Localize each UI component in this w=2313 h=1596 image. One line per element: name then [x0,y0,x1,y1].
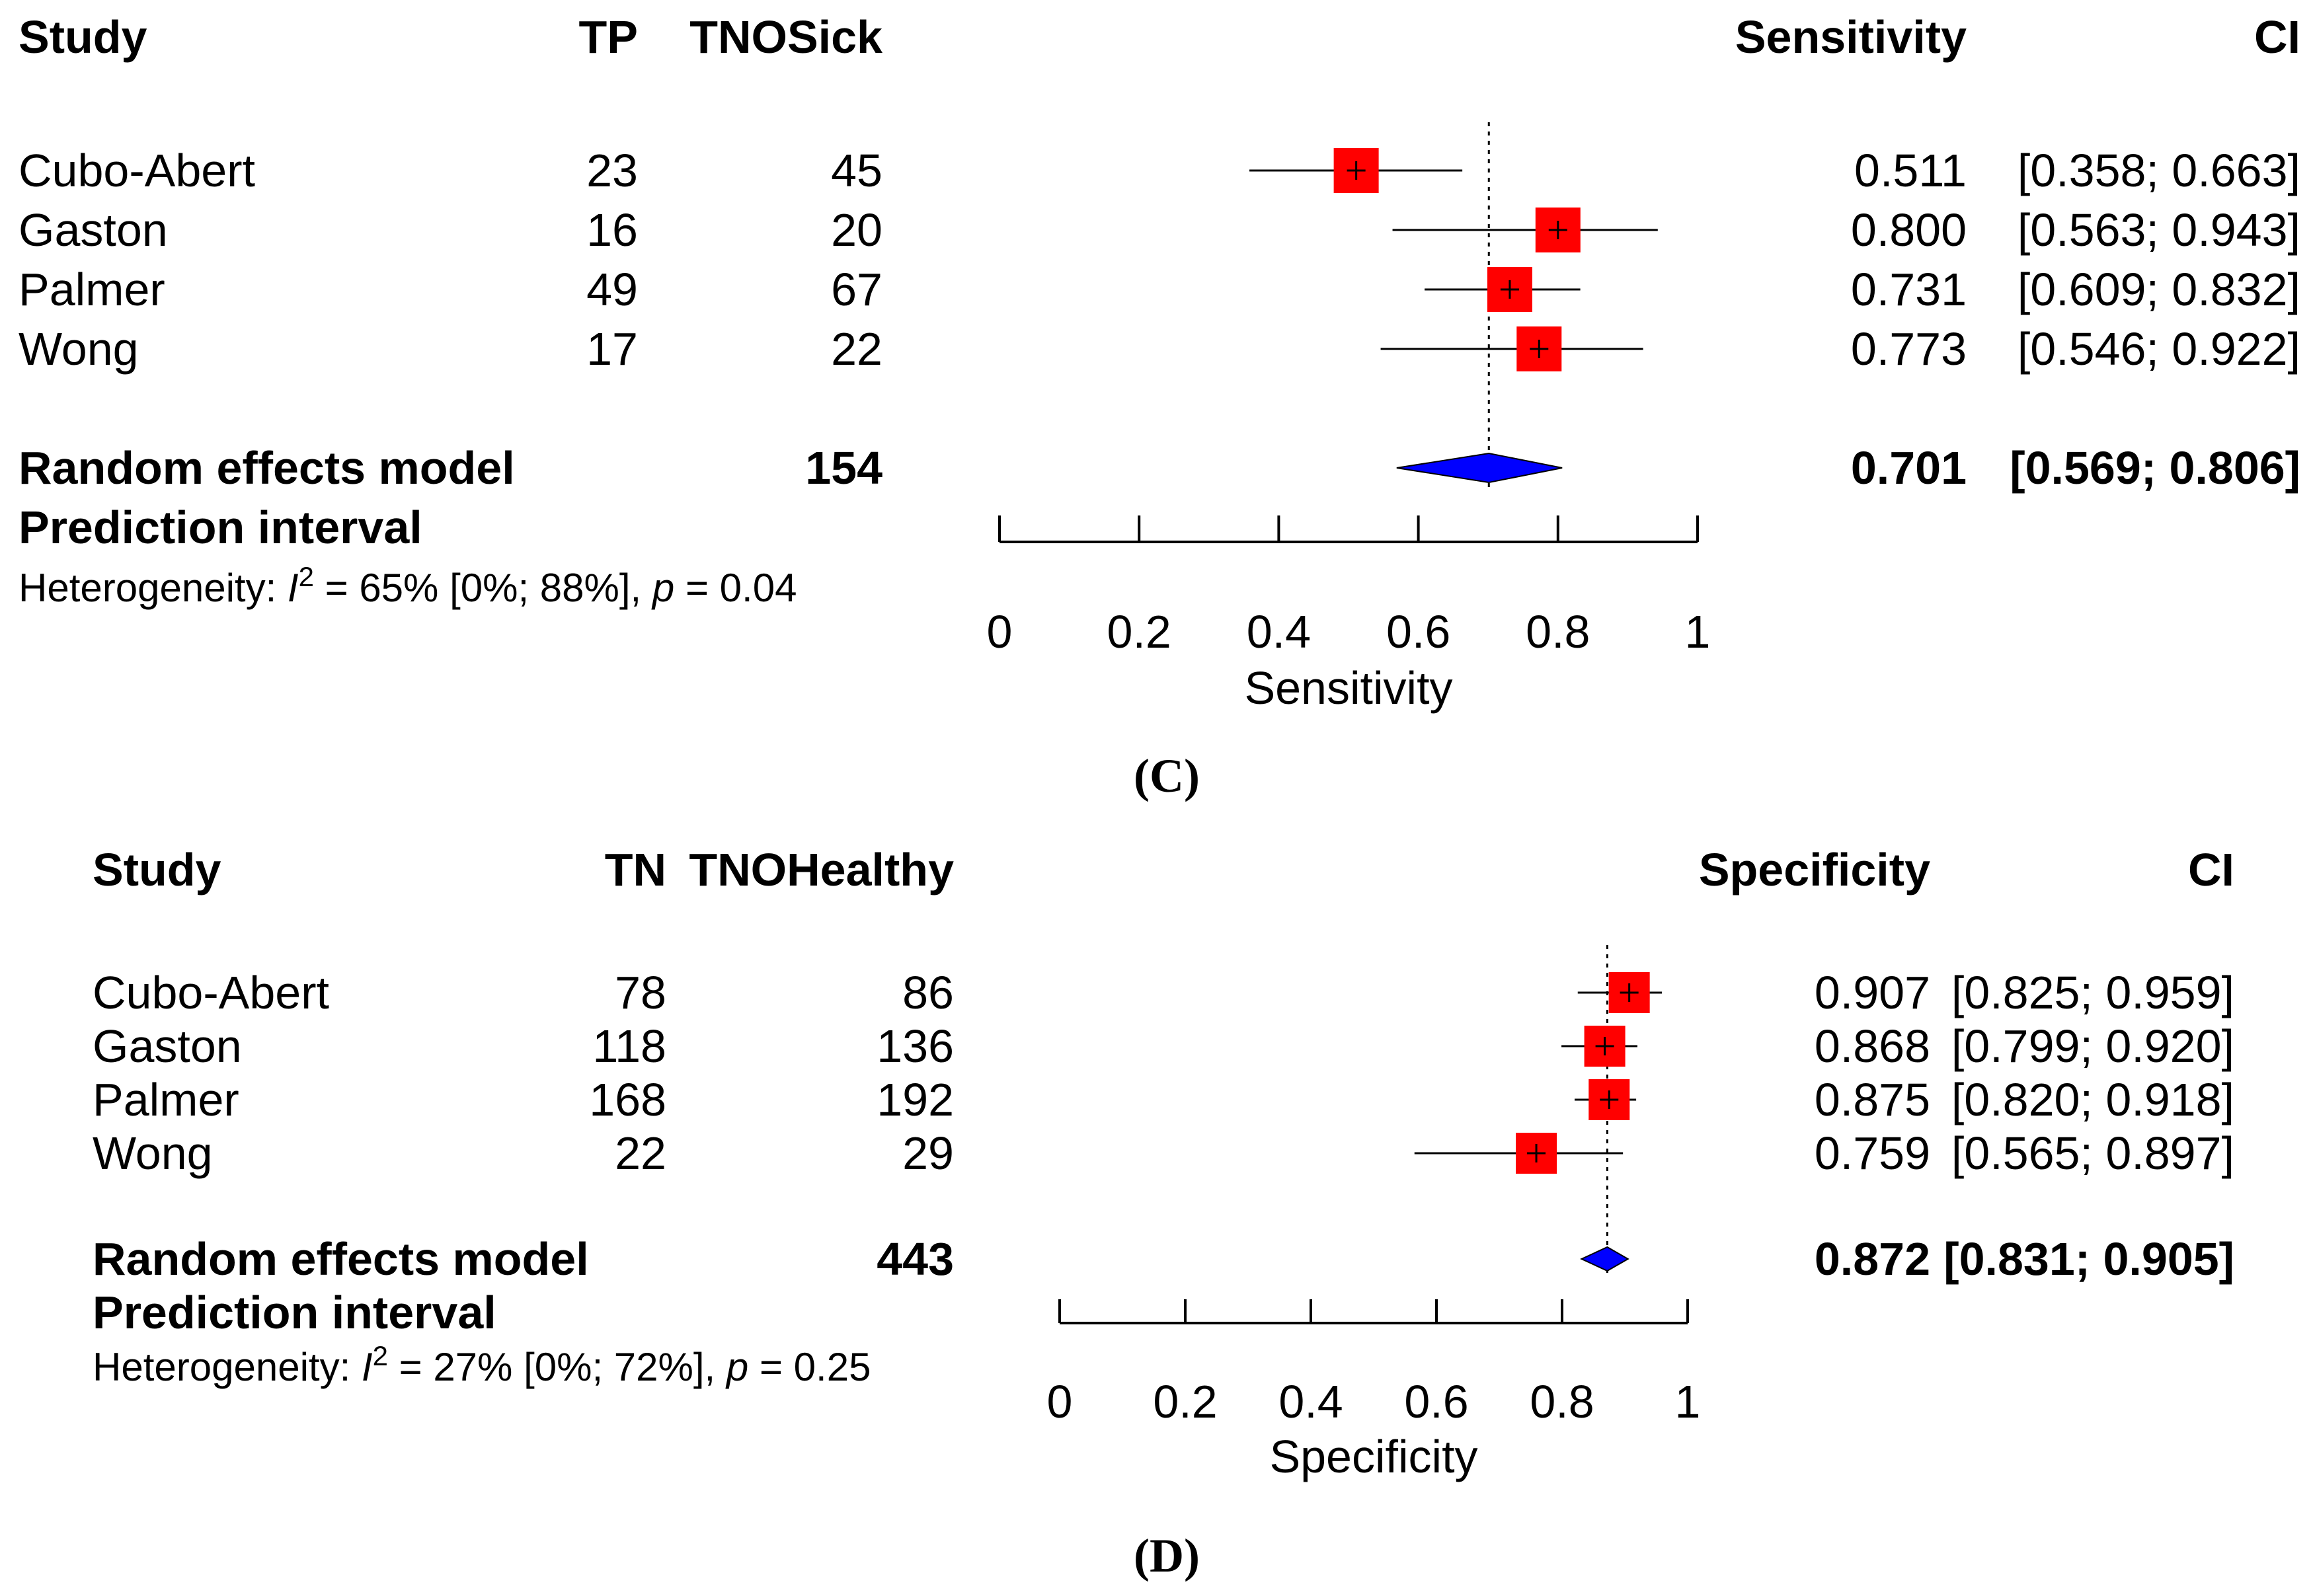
study-ci: [0.546; 0.922] [2018,323,2300,375]
header-estimate: Sensitivity [1735,11,1967,63]
pooled-ci: [0.831; 0.905] [1943,1233,2234,1285]
study-name: Cubo-Abert [19,145,255,196]
heterogeneity-text: Heterogeneity: I2 = 27% [0%; 72%], p = 0… [93,1340,871,1390]
study-name: Gaston [19,204,168,256]
study-ci: [0.799; 0.920] [1951,1020,2234,1072]
study-events: 168 [589,1074,666,1125]
study-estimate: 0.511 [1854,145,1967,196]
study-events: 17 [586,323,638,375]
forest-panel-d: Study TN TNOHealthy Specificity CI Cubo-Abert… [93,844,2234,1582]
panel-caption: (D) [1134,1529,1200,1582]
header-ci: CI [2254,11,2300,63]
study-total: 192 [877,1074,954,1125]
study-events: 49 [586,264,638,315]
prediction-interval-label: Prediction interval [93,1287,496,1338]
header-events: TN [605,844,666,895]
study-estimate: 0.731 [1851,264,1967,315]
heterogeneity-text: Heterogeneity: I2 = 65% [0%; 88%], p = 0… [19,561,797,611]
study-ci: [0.820; 0.918] [1951,1074,2234,1125]
x-tick-label: 0.8 [1526,606,1590,658]
x-axis-label: Specificity [1269,1431,1477,1482]
study-events: 78 [615,967,666,1018]
prediction-interval-label: Prediction interval [19,502,422,553]
pooled-ci: [0.569; 0.806] [2010,442,2300,494]
x-tick-label: 0.2 [1107,606,1171,658]
study-name: Wong [93,1127,213,1179]
study-events: 22 [615,1127,666,1179]
pooled-diamond [1580,1246,1629,1272]
study-name: Cubo-Abert [93,967,329,1018]
pooled-total: 443 [877,1233,954,1285]
study-total: 45 [831,145,882,196]
study-estimate: 0.868 [1815,1020,1930,1072]
header-total: TNOHealthy [689,844,954,895]
pooled-diamond [1396,452,1563,484]
study-name: Gaston [93,1020,242,1072]
header-events: TP [579,11,638,63]
x-axis-label: Sensitivity [1244,662,1452,714]
pooled-estimate: 0.701 [1851,442,1967,494]
study-total: 22 [831,323,882,375]
header-total: TNOSick [689,11,882,63]
x-tick-label: 0.2 [1153,1376,1217,1427]
study-name: Palmer [19,264,165,315]
study-estimate: 0.759 [1815,1127,1930,1179]
pooled-total: 154 [805,442,882,494]
x-tick-label: 0.6 [1404,1376,1468,1427]
x-tick-label: 0.4 [1247,606,1311,658]
x-tick-label: 0.8 [1530,1376,1594,1427]
pooled-label: Random effects model [19,442,515,494]
study-events: 16 [586,204,638,256]
study-estimate: 0.773 [1851,323,1967,375]
panel-caption: (C) [1134,749,1200,802]
study-ci: [0.609; 0.832] [2018,264,2300,315]
pooled-estimate: 0.872 [1815,1233,1930,1285]
header-study: Study [19,11,147,63]
header-estimate: Specificity [1699,844,1930,895]
study-name: Wong [19,323,139,375]
study-total: 29 [902,1127,954,1179]
forest-panel-c: Study TP TNOSick Sensitivity CI Cubo-Abert 23 4… [19,11,2300,802]
x-tick-label: 1 [1675,1376,1701,1427]
study-estimate: 0.800 [1851,204,1967,256]
x-tick-label: 0.6 [1386,606,1450,658]
x-tick-label: 1 [1685,606,1711,658]
study-events: 118 [592,1020,666,1072]
study-total: 67 [831,264,882,315]
header-study: Study [93,844,221,895]
study-ci: [0.563; 0.943] [2018,204,2300,256]
study-name: Palmer [93,1074,239,1125]
pooled-label: Random effects model [93,1233,589,1285]
study-ci: [0.358; 0.663] [2018,145,2300,196]
study-total: 86 [902,967,954,1018]
study-ci: [0.565; 0.897] [1951,1127,2234,1179]
x-tick-label: 0 [1047,1376,1073,1427]
header-ci: CI [2188,844,2234,895]
x-tick-label: 0 [987,606,1013,658]
study-estimate: 0.875 [1815,1074,1930,1125]
study-estimate: 0.907 [1815,967,1930,1018]
study-total: 20 [831,204,882,256]
study-ci: [0.825; 0.959] [1951,967,2234,1018]
study-total: 136 [877,1020,954,1072]
x-tick-label: 0.4 [1278,1376,1343,1427]
study-events: 23 [586,145,638,196]
